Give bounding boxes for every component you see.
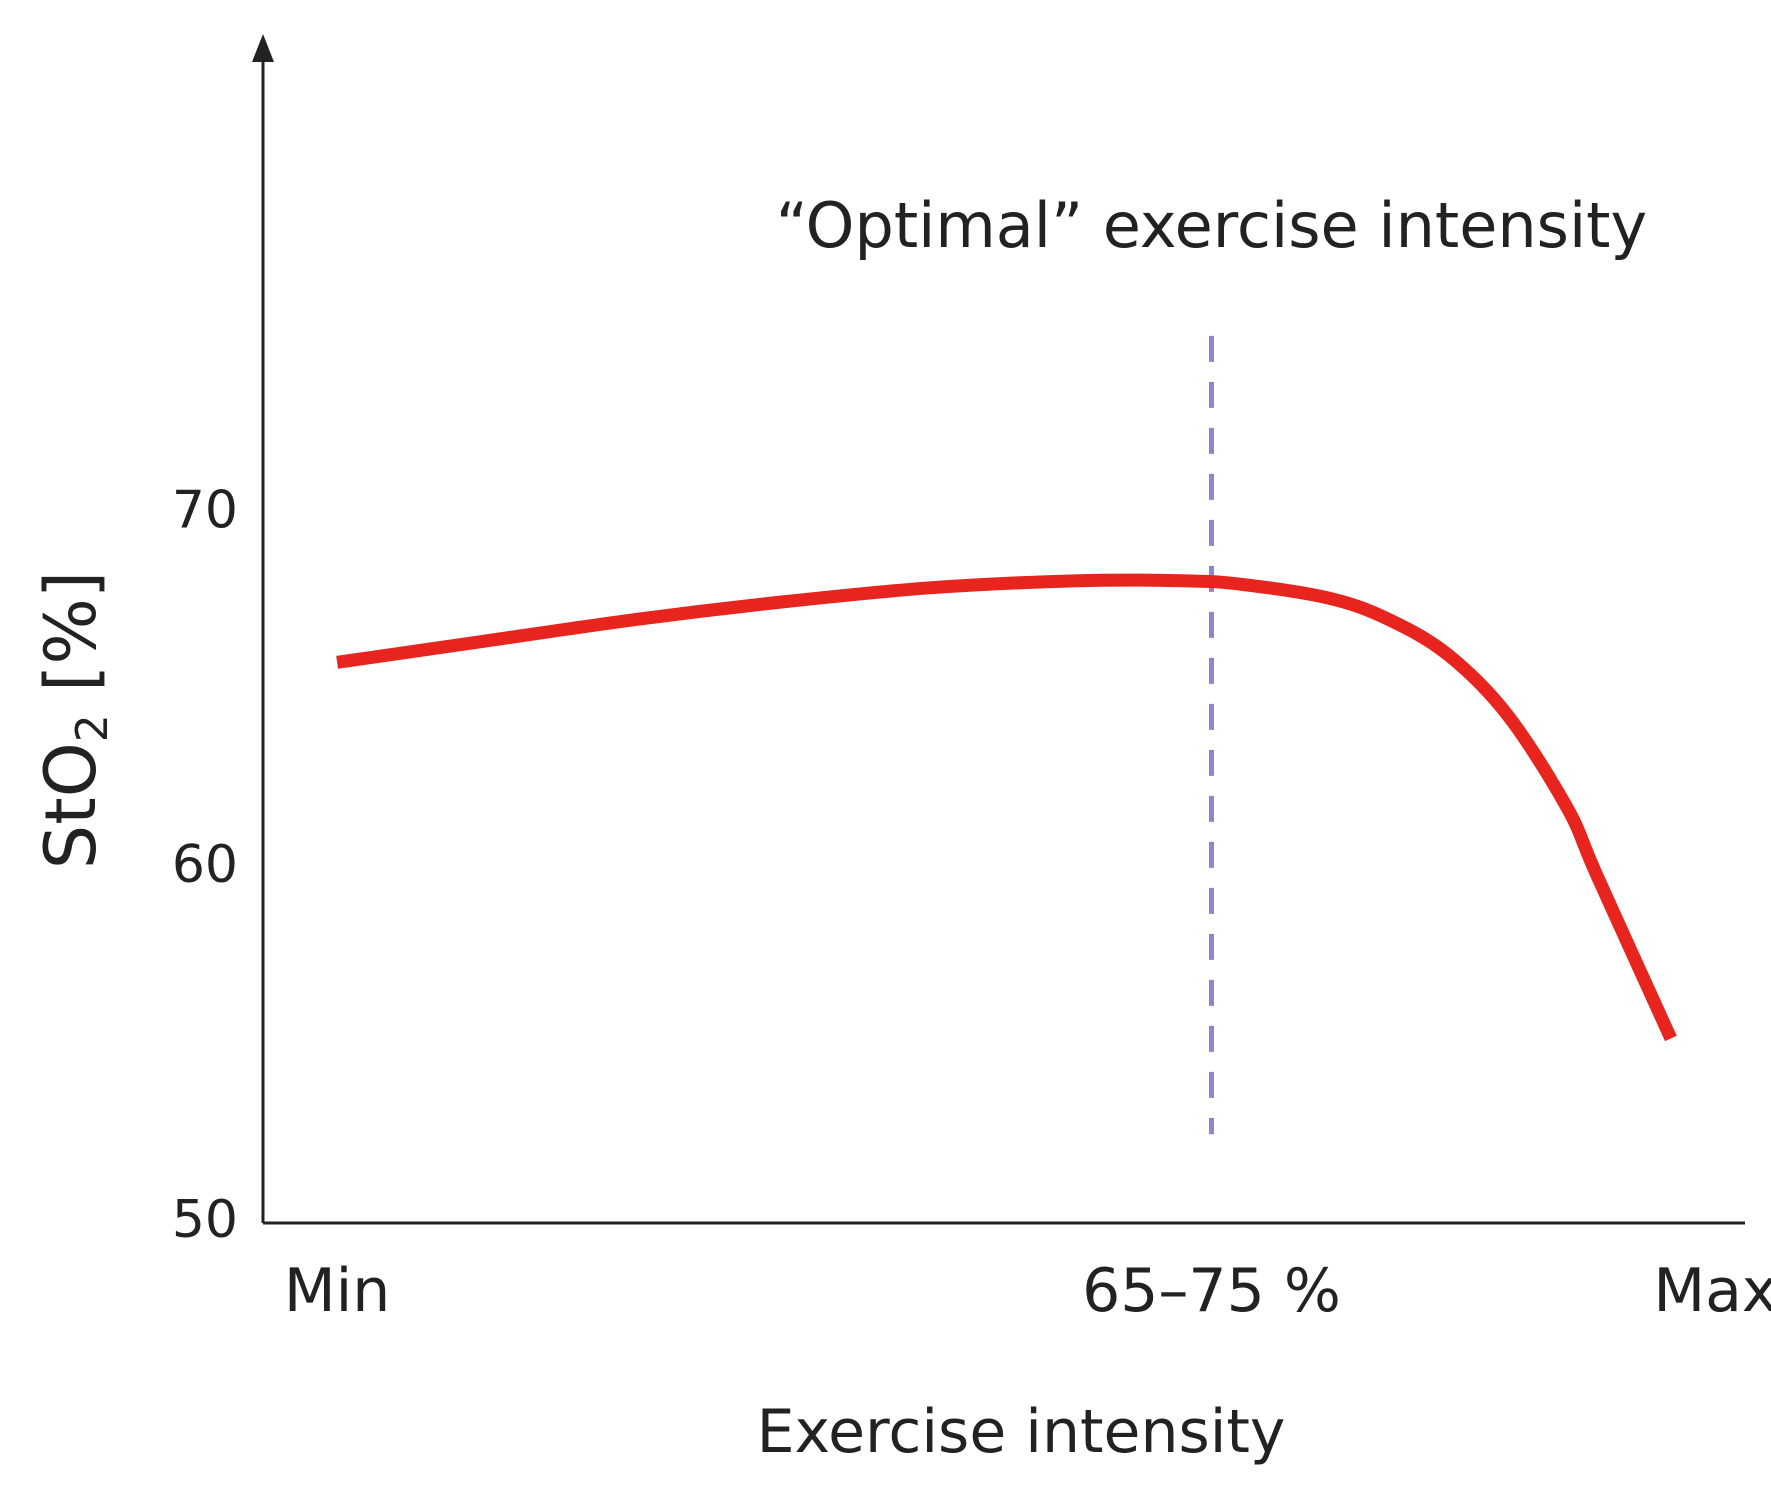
sto2-curve [336,573,1677,1042]
y-axis-label: StO2 [%] [30,571,118,869]
x-tick-label: 65–75 % [1082,1256,1341,1326]
annotations: “Optimal” exercise intensity [776,189,1647,1135]
series [336,573,1677,1042]
y-axis [252,34,274,1223]
y-axis-label-subscript: 2 [67,714,118,742]
y-tick-label: 60 [172,835,238,895]
y-axis-label-main: StO [30,742,112,869]
x-tick-label: Max [1653,1256,1771,1326]
x-tick-label: Min [284,1256,390,1326]
y-tick-labels: 50 60 70 [172,480,238,1250]
y-tick-label: 50 [172,1190,238,1250]
y-axis-label-unit: [%] [30,571,112,714]
x-tick-labels: Min 65–75 % Max [284,1256,1771,1326]
y-axis-arrow-icon [252,34,274,62]
y-tick-label: 70 [172,480,238,540]
optimal-intensity-label: “Optimal” exercise intensity [776,189,1647,262]
x-axis-label: Exercise intensity [757,1397,1286,1467]
